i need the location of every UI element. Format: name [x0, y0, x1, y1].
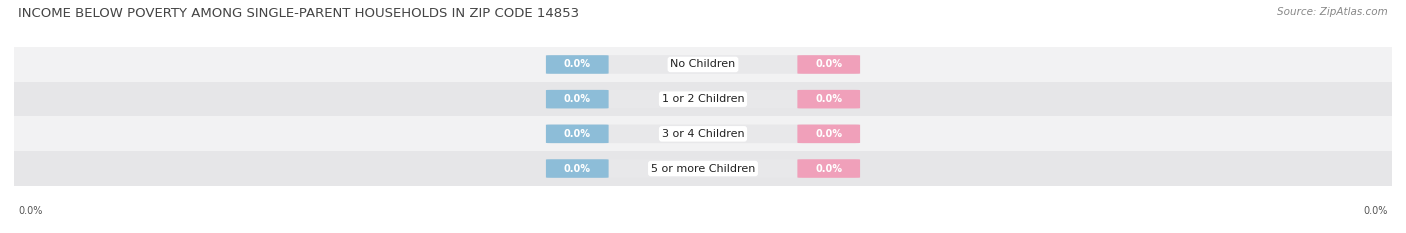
Text: 3 or 4 Children: 3 or 4 Children — [662, 129, 744, 139]
Text: 0.0%: 0.0% — [815, 164, 842, 174]
FancyBboxPatch shape — [797, 90, 860, 108]
FancyBboxPatch shape — [546, 55, 609, 74]
FancyBboxPatch shape — [546, 125, 860, 143]
Text: 1 or 2 Children: 1 or 2 Children — [662, 94, 744, 104]
Text: 0.0%: 0.0% — [564, 59, 591, 69]
FancyBboxPatch shape — [546, 90, 860, 108]
Text: No Children: No Children — [671, 59, 735, 69]
Bar — [14, 151, 1392, 186]
Text: 0.0%: 0.0% — [564, 164, 591, 174]
Text: INCOME BELOW POVERTY AMONG SINGLE-PARENT HOUSEHOLDS IN ZIP CODE 14853: INCOME BELOW POVERTY AMONG SINGLE-PARENT… — [18, 7, 579, 20]
FancyBboxPatch shape — [797, 159, 860, 178]
FancyBboxPatch shape — [546, 90, 609, 108]
FancyBboxPatch shape — [546, 159, 609, 178]
Text: 0.0%: 0.0% — [564, 94, 591, 104]
Text: Source: ZipAtlas.com: Source: ZipAtlas.com — [1277, 7, 1388, 17]
FancyBboxPatch shape — [546, 159, 860, 178]
Text: 0.0%: 0.0% — [815, 94, 842, 104]
FancyBboxPatch shape — [546, 55, 860, 74]
Bar — [14, 47, 1392, 82]
Text: 0.0%: 0.0% — [1364, 206, 1388, 216]
Text: 0.0%: 0.0% — [815, 129, 842, 139]
FancyBboxPatch shape — [546, 125, 609, 143]
Text: 0.0%: 0.0% — [815, 59, 842, 69]
Bar — [14, 116, 1392, 151]
Text: 0.0%: 0.0% — [564, 129, 591, 139]
FancyBboxPatch shape — [797, 125, 860, 143]
FancyBboxPatch shape — [797, 55, 860, 74]
Bar — [14, 82, 1392, 116]
Text: 5 or more Children: 5 or more Children — [651, 164, 755, 174]
Text: 0.0%: 0.0% — [18, 206, 42, 216]
